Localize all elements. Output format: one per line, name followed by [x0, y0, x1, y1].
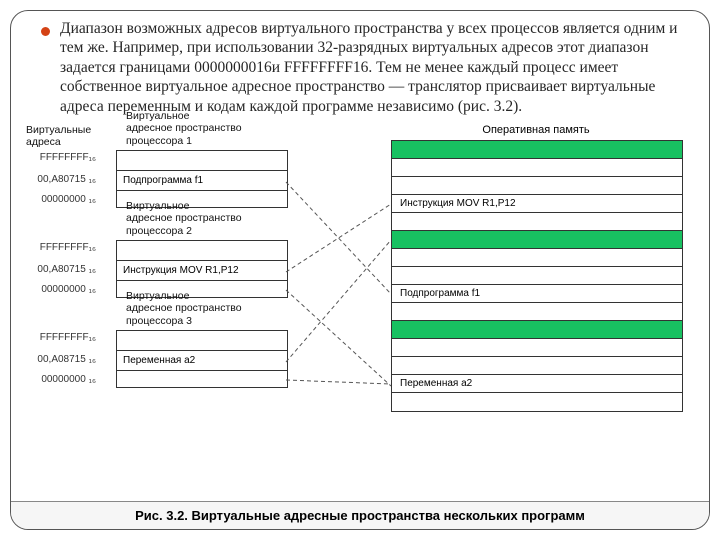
cpu-3-seg-2	[117, 371, 287, 387]
memory-row-13: Переменная a2	[392, 375, 682, 393]
cpu-3-addr-1: 00,А08715 ₁₆	[26, 354, 96, 365]
memory-row-9	[392, 303, 682, 321]
memory-row-6	[392, 249, 682, 267]
cpu-3-addr-2: 00000000 ₁₆	[26, 374, 96, 385]
cpu-2-addr-2: 00000000 ₁₆	[26, 284, 96, 295]
memory-row-5	[392, 231, 682, 249]
cpu-2-addr-1: 00,А80715 ₁₆	[26, 264, 96, 275]
figure-caption: Рис. 3.2. Виртуальные адресные пространс…	[11, 501, 709, 529]
memory-row-12	[392, 357, 682, 375]
virtual-addresses-heading: Виртуальныеадреса	[26, 124, 96, 149]
cpu-2-seg-0	[117, 241, 287, 261]
memory-row-14	[392, 393, 682, 411]
cpu-3-title: Виртуальноеадресное пространствопроцессо…	[126, 290, 286, 328]
memory-row-10	[392, 321, 682, 339]
cpu-3-seg-1: Переменная a2	[117, 351, 287, 371]
cpu-1-addr-1: 00,А80715 ₁₆	[26, 174, 96, 185]
connector-2	[286, 290, 391, 386]
cpu-2-addr-0: FFFFFFFF₁₆	[26, 242, 96, 253]
memory-row-11	[392, 339, 682, 357]
connector-1	[286, 204, 391, 272]
cpu-3-seg-0	[117, 331, 287, 351]
memory-title: Оперативная память	[391, 124, 681, 136]
cpu-1-seg-1: Подпрограмма f1	[117, 171, 287, 191]
main-paragraph: Диапазон возможных адресов виртуального …	[60, 19, 679, 116]
connector-0	[286, 182, 391, 294]
memory-row-8: Подпрограмма f1	[392, 285, 682, 303]
cpu-1-title: Виртуальноеадресное пространствопроцессо…	[126, 110, 286, 148]
memory-row-2	[392, 177, 682, 195]
memory-row-0	[392, 141, 682, 159]
connector-4	[286, 380, 391, 384]
memory-row-4	[392, 213, 682, 231]
memory-row-1	[392, 159, 682, 177]
cpu-1-addr-0: FFFFFFFF₁₆	[26, 152, 96, 163]
cpu-1-addr-2: 00000000 ₁₆	[26, 194, 96, 205]
cpu-1-seg-0	[117, 151, 287, 171]
connector-3	[286, 240, 391, 362]
paragraph-block: Диапазон возможных адресов виртуального …	[11, 11, 709, 122]
cpu-3-addr-0: FFFFFFFF₁₆	[26, 332, 96, 343]
memory-diagram: Виртуальныеадреса Виртуальноеадресное про…	[11, 122, 709, 452]
cpu-3-space: Переменная a2	[116, 330, 288, 388]
cpu-2-title: Виртуальноеадресное пространствопроцессо…	[126, 200, 286, 238]
memory-row-3: Инструкция MOV R1,P12	[392, 195, 682, 213]
cpu-2-seg-1: Инструкция MOV R1,P12	[117, 261, 287, 281]
physical-memory: Инструкция MOV R1,P12 Подпрограмма f1 Пере…	[391, 140, 683, 412]
memory-row-7	[392, 267, 682, 285]
bullet-icon	[41, 27, 50, 36]
